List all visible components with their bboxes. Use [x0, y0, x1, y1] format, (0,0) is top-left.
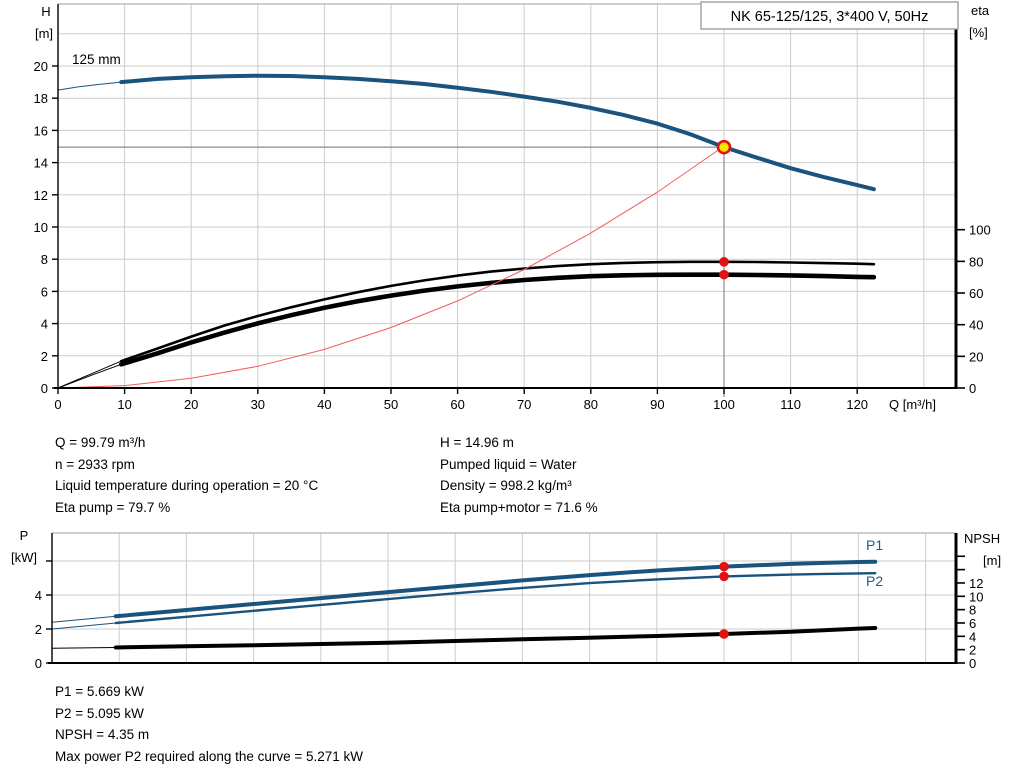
operating-point-info-right: H = 14.96 m Pumped liquid = Water Densit… — [440, 432, 598, 518]
x-axis-unit-label: Q [m³/h] — [889, 397, 936, 412]
operating-point-info-left: Q = 99.79 m³/h n = 2933 rpm Liquid tempe… — [55, 432, 318, 518]
curve-p1 — [113, 559, 878, 619]
axis-tick-label: 70 — [517, 397, 531, 412]
axis-tick-label: 10 — [969, 589, 983, 604]
info-line: Pumped liquid = Water — [440, 456, 577, 472]
axis-tick-label: 90 — [650, 397, 664, 412]
info-line: Q = 99.79 m³/h — [55, 435, 146, 450]
axis-tick-label: 6 — [969, 616, 976, 631]
axis-tick-label: 30 — [251, 397, 265, 412]
curve-label: P2 — [866, 573, 883, 589]
right-axis-label: NPSH — [964, 531, 1000, 546]
axis-tick-label: 6 — [41, 284, 48, 299]
left-axis-unit: [m] — [35, 26, 53, 41]
axis-tick-label: 10 — [117, 397, 131, 412]
axis-tick-label: 8 — [969, 603, 976, 618]
axis-tick-label: 40 — [317, 397, 331, 412]
axis-tick-label: 0 — [969, 656, 976, 671]
curve-title: NK 65-125/125, 3*400 V, 50Hz — [731, 9, 929, 25]
axis-tick-label: 4 — [41, 317, 48, 332]
axis-tick-label: 18 — [34, 91, 48, 106]
axis-tick-label: 80 — [584, 397, 598, 412]
axis-tick-label: 2 — [41, 349, 48, 364]
info-line: Liquid temperature during operation = 20… — [55, 478, 319, 493]
axis-tick-label: 12 — [969, 576, 983, 591]
info-line: Max power P2 required along the curve = … — [55, 748, 364, 764]
info-line: n = 2933 rpm — [55, 456, 135, 472]
info-line: H = 14.96 m — [440, 435, 514, 450]
axis-tick-label: 4 — [969, 629, 976, 644]
info-line: Eta pump = 79.7 % — [55, 499, 171, 515]
curve-qh-125-mm-impeller — [119, 73, 876, 192]
curve-eta-pump — [120, 260, 876, 363]
axis-tick-label: 100 — [713, 397, 735, 412]
curve-eta-pump-motor — [119, 272, 877, 367]
axis-tick-label: 60 — [969, 286, 983, 301]
axis-tick-label: 8 — [41, 252, 48, 267]
right-axis-unit: [m] — [983, 553, 1001, 568]
axis-tick-label: 120 — [846, 397, 868, 412]
axis-tick-label: 40 — [969, 318, 983, 333]
axis-tick-label: 20 — [184, 397, 198, 412]
axis-tick-label: 20 — [34, 59, 48, 74]
curve-npsh-thin — [51, 647, 116, 649]
curve-system-curve-thin — [57, 146, 723, 389]
duty-marker-dot — [719, 561, 729, 572]
info-line: NPSH = 4.35 m — [55, 727, 150, 742]
axis-tick-label: 2 — [35, 622, 42, 637]
axis-tick-label: 0 — [969, 381, 976, 396]
right-axis-unit: [%] — [969, 25, 988, 40]
chart-qh: 0 2 4 6 8 10 12 14 16 18 20 0 10 20 30 40 50 60 70 80 90 100 1… — [34, 1, 991, 412]
curve-label: P1 — [866, 537, 883, 553]
operating-point-marker — [716, 139, 732, 155]
axis-tick-label: 14 — [34, 156, 48, 171]
axis-tick-label: 0 — [41, 381, 48, 396]
curve-p2-thin — [51, 622, 116, 630]
axis-tick-label: 20 — [969, 349, 983, 364]
curve-title-box: NK 65-125/125, 3*400 V, 50Hz — [700, 1, 959, 30]
right-axis-label: eta — [971, 3, 990, 18]
axis-tick-label: 80 — [969, 254, 983, 269]
duty-marker-dot — [719, 629, 729, 639]
axis-tick-label: 110 — [780, 397, 801, 412]
left-axis-label: H — [41, 4, 50, 19]
info-line: P1 = 5.669 kW — [55, 684, 144, 699]
left-axis-label: P — [20, 528, 29, 543]
axis-tick-label: 16 — [34, 123, 48, 138]
axis-tick-label: 60 — [450, 397, 464, 412]
curve-p2 — [114, 572, 877, 625]
axis-tick-label: 50 — [384, 397, 398, 412]
axis-tick-label: 100 — [969, 223, 991, 238]
info-line: Density = 998.2 kg/m³ — [440, 478, 572, 493]
curve-eta-pump-motor-thin — [57, 363, 122, 389]
duty-marker-dot — [719, 571, 729, 582]
axis-tick-label: 0 — [54, 397, 61, 412]
info-line: P2 = 5.095 kW — [55, 705, 144, 721]
duty-marker-dot — [719, 257, 729, 267]
curve-npsh — [113, 626, 878, 650]
curve-qh-125-mm-impeller-thin — [57, 81, 122, 91]
axis-tick-label: 4 — [35, 588, 42, 603]
axis-tick-label: 0 — [35, 656, 42, 671]
curve-label: 125 mm — [72, 52, 121, 67]
axis-tick-label: 12 — [34, 188, 48, 203]
power-npsh-info: P1 = 5.669 kW P2 = 5.095 kW NPSH = 4.35 … — [55, 681, 363, 767]
info-line: Eta pump+motor = 71.6 % — [440, 499, 598, 515]
left-axis-unit: [kW] — [11, 550, 37, 565]
curve-p1-thin — [51, 615, 116, 623]
duty-marker-dot — [719, 269, 729, 280]
axis-tick-label: 10 — [34, 220, 48, 235]
axis-tick-label: 2 — [969, 643, 976, 658]
